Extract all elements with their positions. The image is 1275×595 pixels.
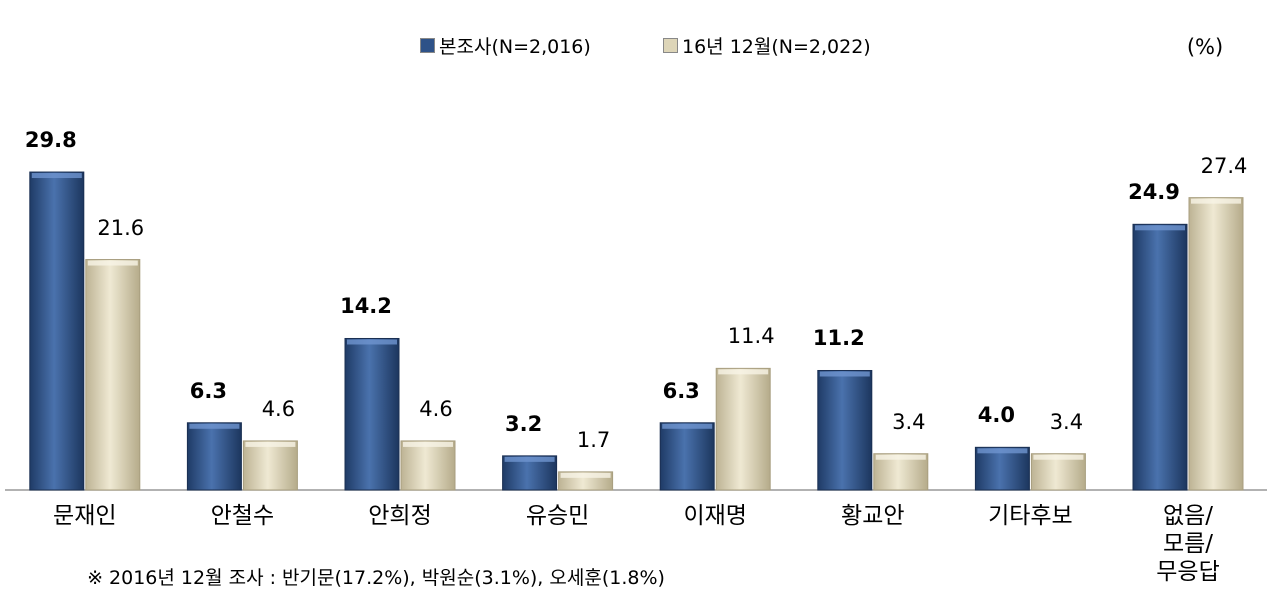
legend-label: 16년 12월(N=2,022) bbox=[682, 36, 871, 58]
legend-item: 16년 12월(N=2,022) bbox=[663, 32, 871, 59]
bar bbox=[242, 440, 298, 491]
data-label: 6.3 bbox=[189, 378, 227, 403]
x-tick-label: 황교안 bbox=[841, 503, 905, 529]
bar-top bbox=[1191, 198, 1241, 204]
bar-top bbox=[403, 441, 453, 447]
unit: (%) bbox=[1186, 35, 1224, 59]
data-label: 29.8 bbox=[24, 128, 77, 153]
data-label: 4.6 bbox=[419, 396, 453, 421]
data-label: 24.9 bbox=[1128, 180, 1180, 205]
data-label: 11.4 bbox=[727, 324, 775, 349]
bar-top bbox=[1033, 454, 1084, 460]
bar-top bbox=[977, 448, 1028, 454]
bar bbox=[186, 422, 242, 491]
bar-top bbox=[875, 454, 926, 460]
data-label: 3.2 bbox=[504, 411, 543, 436]
legend-swatch bbox=[420, 38, 435, 53]
data-label: 21.6 bbox=[97, 215, 145, 240]
x-tick-label: 안희정 bbox=[368, 503, 432, 529]
bar bbox=[1132, 223, 1188, 491]
x-tick-label: 기타후보 bbox=[988, 503, 1073, 529]
data-label: 14.2 bbox=[340, 294, 392, 319]
data-label: 27.4 bbox=[1200, 153, 1248, 178]
bar-top bbox=[662, 423, 713, 429]
bar bbox=[1030, 453, 1086, 491]
data-label: 4.6 bbox=[261, 396, 296, 421]
bar-top bbox=[245, 441, 296, 447]
bar bbox=[29, 171, 85, 491]
bar bbox=[344, 337, 400, 491]
bar bbox=[659, 422, 715, 491]
data-label: 11.2 bbox=[812, 326, 865, 351]
legend-label: 본조사(N=2,016) bbox=[439, 36, 591, 58]
bar-top bbox=[87, 260, 138, 266]
bar bbox=[715, 367, 771, 491]
x-tick-label: 유승민 bbox=[525, 503, 590, 529]
bar-top bbox=[347, 339, 397, 345]
bar bbox=[974, 446, 1030, 491]
data-label: 4.0 bbox=[977, 403, 1015, 428]
bar-top bbox=[504, 456, 555, 462]
data-label: 3.4 bbox=[892, 409, 926, 434]
data-label: 3.4 bbox=[1049, 409, 1084, 434]
bar-top bbox=[31, 173, 82, 179]
footnote: ※ 2016년 12월 조사 : 반기문(17.2%), 박원순(3.1%), … bbox=[87, 567, 665, 589]
legend-swatch bbox=[663, 38, 678, 53]
x-tick-label: 문재인 bbox=[53, 503, 117, 529]
bar-top bbox=[189, 423, 240, 429]
bar-top bbox=[560, 472, 611, 478]
bar bbox=[873, 453, 929, 491]
legend-item: 본조사(N=2,016) bbox=[420, 32, 591, 59]
bar-top bbox=[819, 371, 870, 377]
bar-top bbox=[1135, 225, 1185, 231]
x-tick-label: 없음/ 모름/ 무응답 bbox=[1156, 503, 1220, 585]
bar bbox=[1188, 197, 1244, 491]
bar bbox=[400, 440, 456, 491]
x-tick-label: 안철수 bbox=[210, 503, 275, 529]
bar bbox=[85, 259, 141, 491]
bar bbox=[817, 369, 873, 491]
x-tick-label: 이재명 bbox=[683, 503, 747, 529]
bar-top bbox=[718, 369, 769, 375]
data-label: 1.7 bbox=[576, 427, 611, 452]
data-label: 6.3 bbox=[662, 378, 700, 403]
